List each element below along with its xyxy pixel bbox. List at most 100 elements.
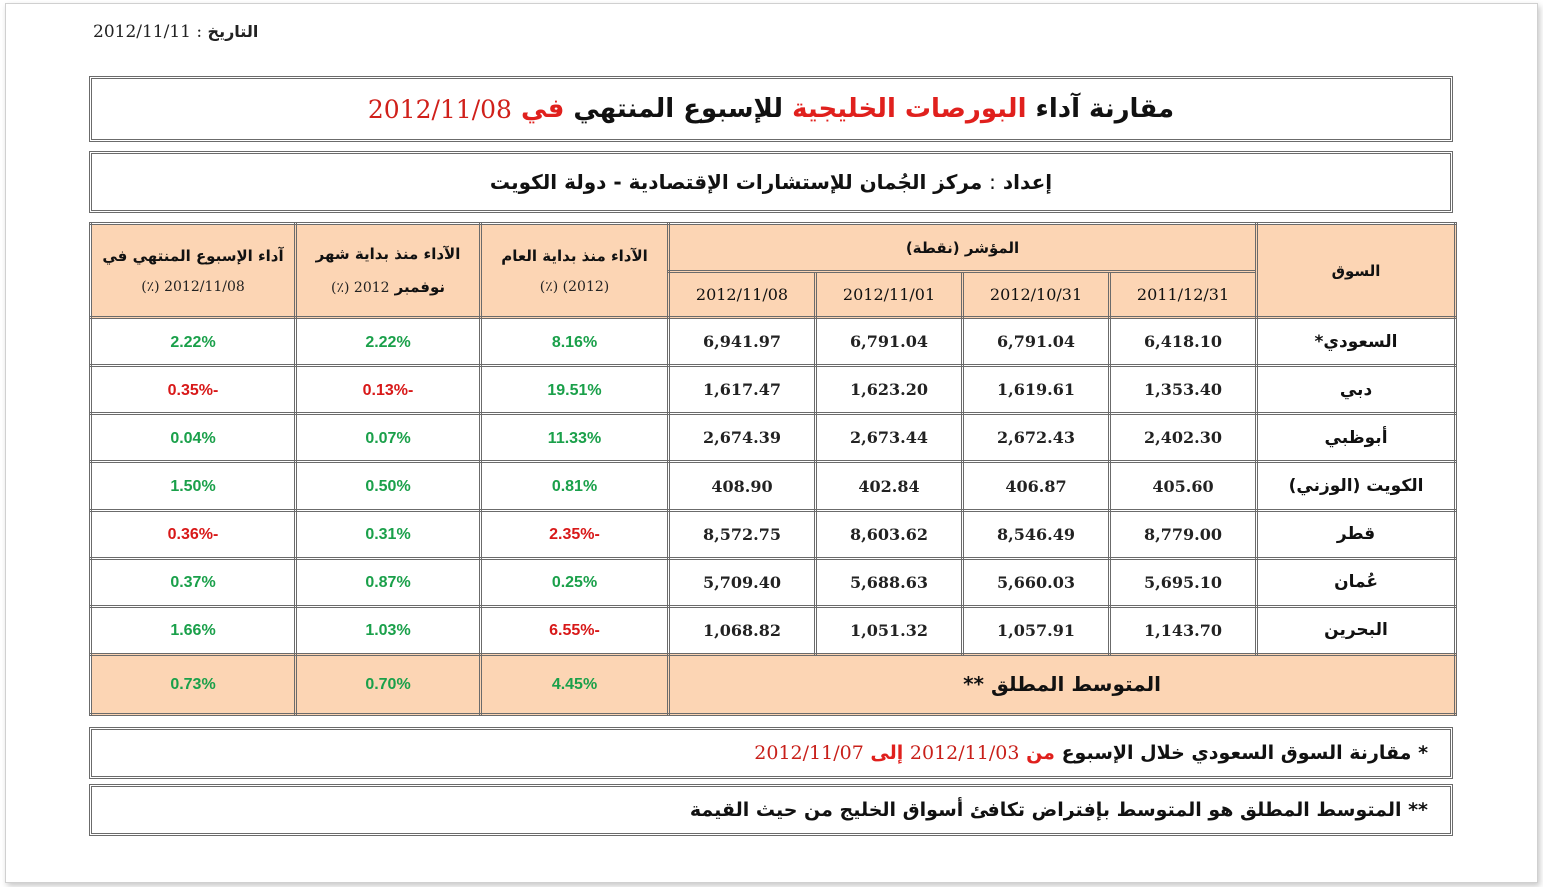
footnote-2-text: ** المتوسط المطلق هو المتوسط بإفتراض تكا… — [689, 799, 1428, 821]
title-highlight: البورصات الخليجية — [792, 94, 1027, 124]
table-row: قطر 8,779.00 8,546.49 8,603.62 8,572.75 -2.35… — [89, 508, 1458, 560]
market-name-cell: البحرين — [1255, 604, 1458, 656]
ytd-percent-cell: 0.81% — [479, 460, 670, 512]
index-value-cell: 1,068.82 — [666, 604, 818, 656]
average-mtd: 0.70% — [294, 652, 482, 717]
week-percent-cell: 1.50% — [89, 460, 297, 512]
week-percent-cell: 1.66% — [89, 604, 297, 656]
date-value: 2012/11/11 — [93, 22, 191, 42]
index-date-header: 2012/10/31 — [961, 270, 1112, 320]
index-value-cell: 6,791.04 — [814, 316, 965, 368]
ytd-percent-cell: -6.55% — [479, 604, 670, 656]
title-part-4: في — [521, 94, 565, 124]
average-label: المتوسط المطلق ** — [666, 652, 1458, 717]
index-value-cell: 1,057.91 — [961, 604, 1112, 656]
index-value-cell: 8,546.49 — [961, 508, 1112, 560]
average-week: 0.73% — [89, 652, 297, 717]
market-name-cell: دبي — [1255, 364, 1458, 416]
mtd-percent-cell: 0.31% — [294, 508, 482, 560]
index-date-header: 2011/12/31 — [1108, 270, 1259, 320]
table-row: البحرين 1,143.70 1,057.91 1,051.32 1,068.82-… — [89, 604, 1458, 656]
col-header-week: آداء الإسبوع المنتهي في 2012/11/08 (٪) — [89, 221, 297, 320]
footnote-1-date-start: 2012/11/03 — [909, 742, 1020, 764]
table-row: عُمان 5,695.10 5,660.03 5,688.63 5,709.40 0.2… — [89, 556, 1458, 608]
market-comparison-table: السوق المؤشر (نقطة) الآداء منذ بداية الع… — [89, 221, 1458, 717]
index-value-cell: 402.84 — [814, 460, 965, 512]
col-header-ytd: الآداء منذ بداية العام (2012) (٪) — [479, 221, 670, 320]
index-value-cell: 1,619.61 — [961, 364, 1112, 416]
footnote-1-from: من — [1026, 742, 1055, 764]
col-header-index: المؤشر (نقطة) — [666, 221, 1259, 274]
col-header-market: السوق — [1255, 221, 1458, 320]
table-row: أبوظبي 2,402.30 2,672.43 2,673.44 2,674.39 11… — [89, 412, 1458, 464]
index-value-cell: 6,941.97 — [666, 316, 818, 368]
page-title: مقارنة آداء البورصات الخليجية للإسبوع ال… — [92, 79, 1450, 139]
report-date: 2012/11/11 : التاريخ — [93, 22, 258, 42]
subtitle-text: مركز الجُمان للإستشارات الإقتصادية - دول… — [489, 170, 983, 194]
index-date-header: 2012/11/08 — [666, 270, 818, 320]
index-value-cell: 1,617.47 — [666, 364, 818, 416]
table-row: السعودي* 6,418.10 6,791.04 6,791.04 6,941.97… — [89, 316, 1458, 368]
mtd-percent-cell: 0.87% — [294, 556, 482, 608]
footnote-1-date-end: 2012/11/07 — [754, 742, 864, 764]
mtd-percent-cell: 1.03% — [294, 604, 482, 656]
index-value-cell: 5,688.63 — [814, 556, 965, 608]
index-value-cell: 5,709.40 — [666, 556, 818, 608]
index-value-cell: 1,623.20 — [814, 364, 965, 416]
table-row: دبي 1,353.40 1,619.61 1,623.20 1,617.47 19.51… — [89, 364, 1458, 416]
ytd-percent-cell: 8.16% — [479, 316, 670, 368]
index-value-cell: 2,672.43 — [961, 412, 1112, 464]
mtd-percent-cell: -0.13% — [294, 364, 482, 416]
date-label: التاريخ — [207, 22, 259, 41]
market-name-cell: عُمان — [1255, 556, 1458, 608]
footnote-2: ** المتوسط المطلق هو المتوسط بإفتراض تكا… — [89, 784, 1453, 836]
week-percent-cell: 0.04% — [89, 412, 297, 464]
index-value-cell: 408.90 — [666, 460, 818, 512]
subtitle-box: إعداد : مركز الجُمان للإستشارات الإقتصاد… — [89, 151, 1453, 213]
mtd-percent-cell: 0.50% — [294, 460, 482, 512]
footnote-1-text: * مقارنة السوق السعودي خلال الإسبوع — [1061, 742, 1428, 764]
title-date: 2012/11/08 — [367, 94, 512, 124]
index-value-cell: 1,353.40 — [1108, 364, 1259, 416]
index-value-cell: 1,143.70 — [1108, 604, 1259, 656]
index-value-cell: 5,695.10 — [1108, 556, 1259, 608]
index-date-header: 2012/11/01 — [814, 270, 965, 320]
index-value-cell: 6,418.10 — [1108, 316, 1259, 368]
index-value-cell: 2,402.30 — [1108, 412, 1259, 464]
market-name-cell: الكويت (الوزني) — [1255, 460, 1458, 512]
title-part-1: مقارنة آداء — [1035, 94, 1175, 124]
index-value-cell: 8,603.62 — [814, 508, 965, 560]
subtitle: إعداد : مركز الجُمان للإستشارات الإقتصاد… — [92, 154, 1450, 210]
week-percent-cell: 0.37% — [89, 556, 297, 608]
index-value-cell: 405.60 — [1108, 460, 1259, 512]
ytd-percent-cell: 0.25% — [479, 556, 670, 608]
week-percent-cell: -0.36% — [89, 508, 297, 560]
index-value-cell: 8,779.00 — [1108, 508, 1259, 560]
market-name-cell: السعودي* — [1255, 316, 1458, 368]
index-value-cell: 1,051.32 — [814, 604, 965, 656]
mtd-percent-cell: 2.22% — [294, 316, 482, 368]
subtitle-separator: : — [989, 170, 996, 194]
date-separator: : — [196, 22, 203, 42]
index-value-cell: 406.87 — [961, 460, 1112, 512]
footnote-1: * مقارنة السوق السعودي خلال الإسبوع من 2… — [89, 727, 1453, 779]
ytd-percent-cell: -2.35% — [479, 508, 670, 560]
table-row: الكويت (الوزني) 405.60 406.87 402.84 408.90 0… — [89, 460, 1458, 512]
header-row-1: السوق المؤشر (نقطة) الآداء منذ بداية الع… — [89, 221, 1458, 320]
col-header-mtd: الآداء منذ بداية شهر نوفمبر 2012 (٪) — [294, 221, 482, 320]
index-value-cell: 5,660.03 — [961, 556, 1112, 608]
subtitle-label: إعداد — [1002, 170, 1053, 194]
week-percent-cell: -0.35% — [89, 364, 297, 416]
average-ytd: 4.45% — [479, 652, 670, 717]
market-name-cell: أبوظبي — [1255, 412, 1458, 464]
index-value-cell: 8,572.75 — [666, 508, 818, 560]
footnote-1-to: إلى — [870, 742, 904, 764]
header-row-2: 2011/12/31 2012/10/31 2012/11/01 2012/11… — [91, 270, 1456, 320]
week-percent-cell: 2.22% — [89, 316, 297, 368]
mtd-percent-cell: 0.07% — [294, 412, 482, 464]
title-box: مقارنة آداء البورصات الخليجية للإسبوع ال… — [89, 76, 1453, 142]
index-value-cell: 6,791.04 — [961, 316, 1112, 368]
index-value-cell: 2,673.44 — [814, 412, 965, 464]
title-part-3: للإسبوع المنتهي — [573, 94, 784, 124]
index-value-cell: 2,674.39 — [666, 412, 818, 464]
